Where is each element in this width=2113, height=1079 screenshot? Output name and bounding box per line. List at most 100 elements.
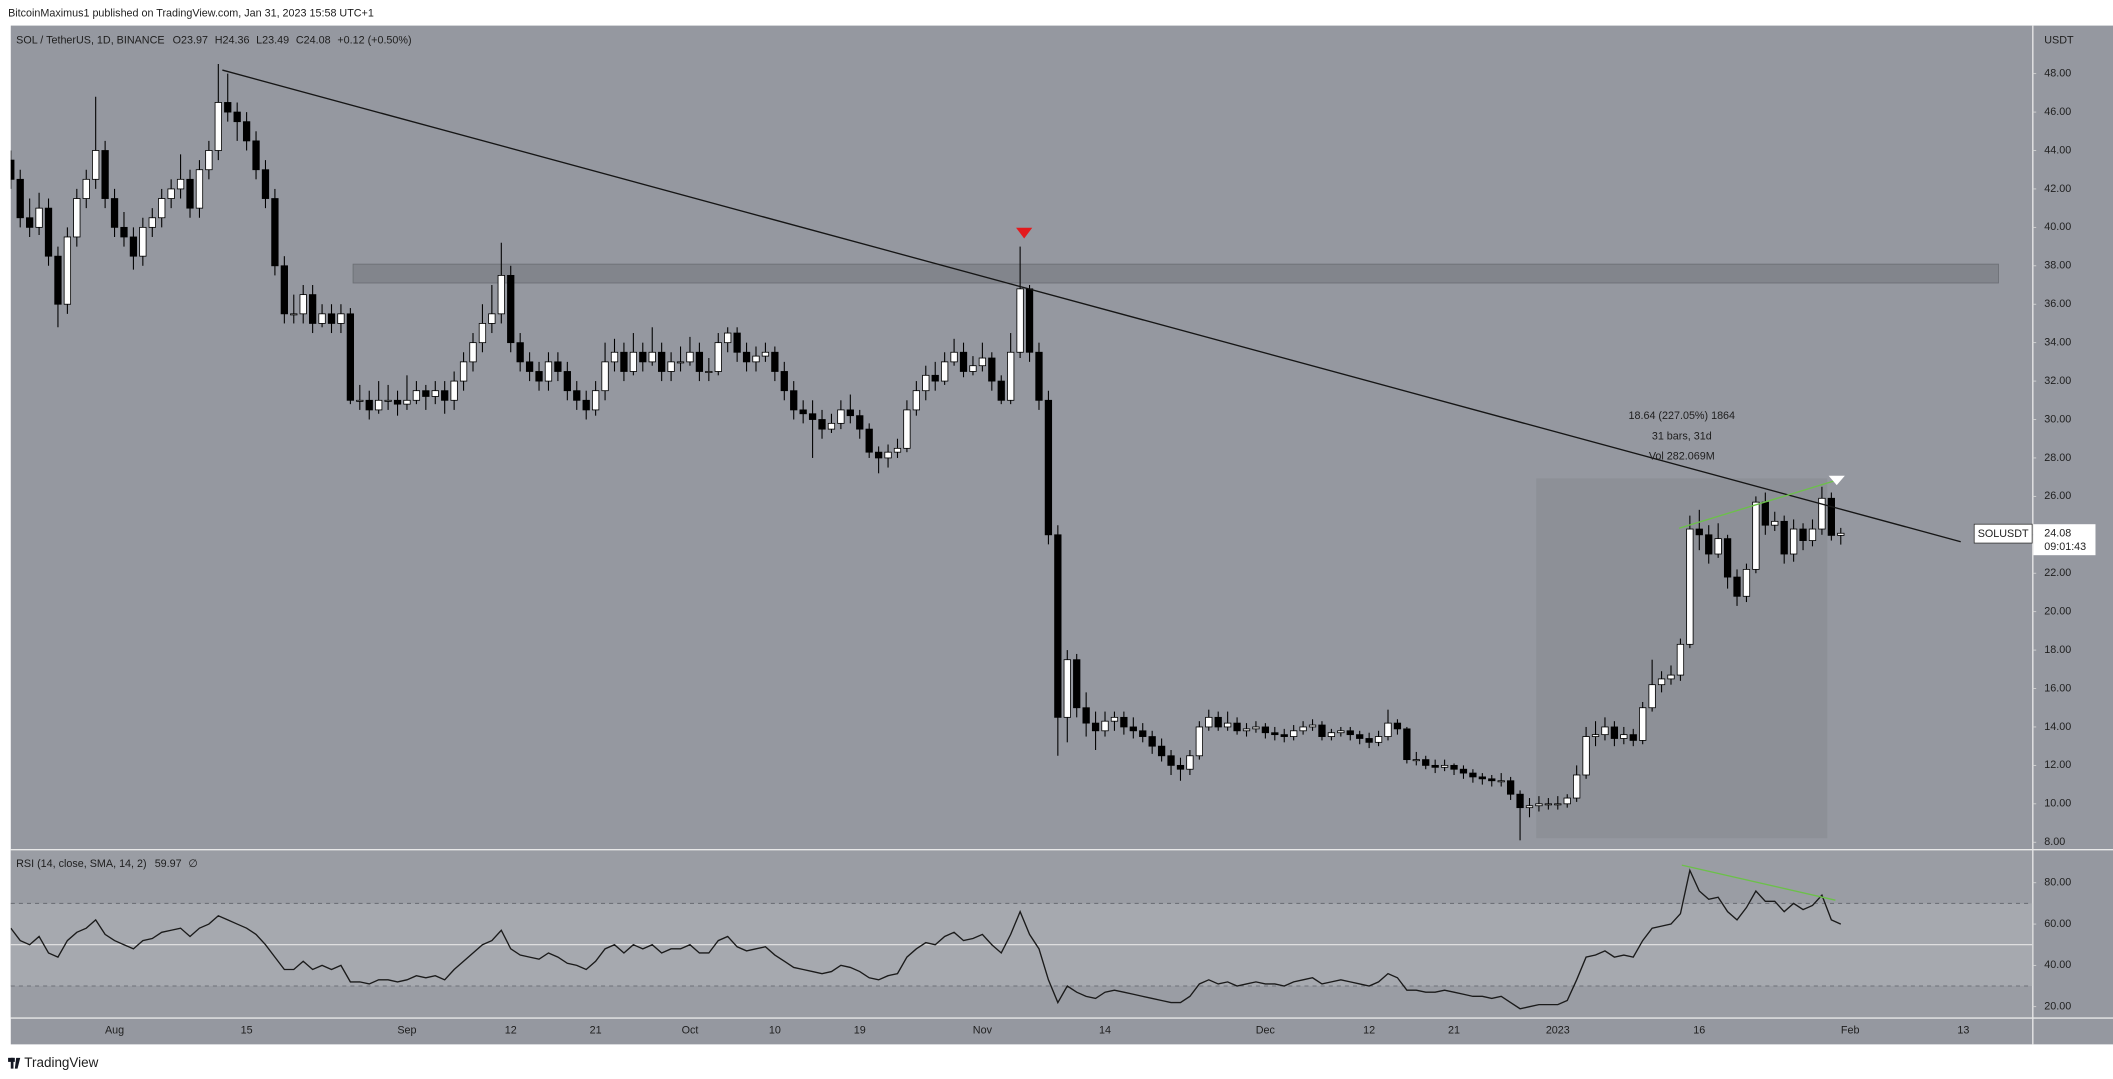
measure-text: Vol 282.069M: [1649, 451, 1715, 463]
candle-body: [186, 178, 194, 209]
candle-body: [724, 332, 732, 344]
white-arrow: [1828, 475, 1845, 486]
ticker-box: [1973, 523, 2033, 544]
candle-body: [92, 150, 100, 180]
candle-body: [1280, 734, 1288, 737]
candle-body: [1299, 726, 1307, 732]
candle-body: [535, 371, 543, 382]
candle-body: [950, 351, 958, 363]
candle-body: [1440, 764, 1449, 768]
candle-body: [422, 390, 430, 397]
candle-body: [1186, 755, 1194, 770]
y-tick-label: 20.00: [2044, 1001, 2071, 1013]
candle-body: [1431, 764, 1439, 768]
candle-body: [1290, 730, 1298, 737]
candle-body: [1488, 778, 1496, 782]
candle-body: [1261, 726, 1270, 734]
candle-body: [705, 371, 713, 373]
candle-body: [1063, 659, 1071, 718]
candle-body: [214, 102, 222, 151]
candle-body: [1705, 534, 1713, 555]
x-tick-label: 14: [1099, 1025, 1111, 1037]
y-tick-label: 22.00: [2044, 567, 2071, 579]
candle-body: [1742, 568, 1751, 597]
x-tick-label: Nov: [973, 1025, 993, 1037]
candle-body: [695, 351, 704, 372]
candle-body: [988, 357, 996, 382]
candle-body: [667, 361, 675, 372]
y-tick-label: 18.00: [2044, 644, 2071, 656]
x-tick-label: Dec: [1256, 1025, 1276, 1037]
candle-body: [1327, 732, 1336, 737]
y-tick-label: 80.00: [2044, 877, 2071, 889]
candle-body: [1771, 520, 1779, 526]
candle-body: [1346, 730, 1354, 736]
trend-line: [222, 69, 1961, 543]
y-tick-label: 14.00: [2044, 721, 2071, 733]
candle-body: [337, 313, 345, 324]
high-value: 24.36: [222, 34, 249, 46]
candle-body: [582, 399, 590, 411]
x-tick-label: 19: [854, 1025, 866, 1037]
logo-mark: [10, 1057, 14, 1069]
candle-body: [516, 342, 524, 363]
close-value: 24.08: [304, 34, 331, 46]
rsi-title: RSI (14, close, SMA, 14, 2): [16, 858, 146, 870]
candle-body: [790, 390, 798, 411]
candle-body: [771, 351, 779, 372]
candle-body: [827, 422, 836, 430]
candle-body: [931, 374, 939, 382]
x-tick-label: Aug: [105, 1025, 124, 1037]
candle-body: [1478, 776, 1486, 780]
candle-body: [544, 361, 553, 382]
candle-body: [110, 198, 119, 228]
rsi-na: ∅: [188, 858, 197, 870]
candle-body: [1139, 730, 1147, 737]
candle-body: [969, 365, 977, 372]
candle-body: [384, 399, 392, 402]
ohlc-letter: O: [173, 34, 181, 46]
candle-body: [44, 207, 53, 257]
candle-body: [1120, 716, 1128, 728]
candle-body: [469, 342, 477, 363]
candle-body: [205, 150, 213, 171]
candle-body: [290, 313, 298, 316]
y-tick-label: 34.00: [2044, 336, 2071, 348]
candle-body: [808, 413, 817, 420]
candle-body: [441, 390, 449, 401]
tradingview-logo: [8, 1057, 21, 1069]
candle-body: [1761, 501, 1769, 526]
candle-body: [309, 294, 317, 324]
candle-body: [346, 313, 355, 401]
legend: SOL / TetherUS, 1D, BINANCE O23.97 H24.36 L…: [16, 34, 411, 46]
y-tick-label: 40.00: [2044, 959, 2071, 971]
candle-body: [1497, 780, 1505, 783]
candle-body: [101, 150, 109, 199]
candle-body: [856, 415, 864, 430]
candle-body: [412, 390, 421, 401]
candle-body: [1676, 643, 1685, 676]
x-tick-label: 16: [1693, 1025, 1705, 1037]
candle-body: [403, 399, 411, 405]
y-tick-label: 40.00: [2044, 221, 2071, 233]
candle-body: [120, 226, 128, 238]
x-tick-label: Sep: [397, 1025, 416, 1037]
candle-body: [1752, 501, 1760, 570]
candle-body: [1573, 774, 1581, 799]
candle-body: [1016, 288, 1024, 353]
rsi-layer: [10, 868, 1842, 1010]
candle-body: [780, 371, 788, 392]
ohlc-letter: H: [215, 34, 223, 46]
candle-body: [148, 217, 156, 228]
candle-body: [1224, 722, 1232, 728]
candle-body: [129, 236, 138, 257]
y-tick-label: 20.00: [2044, 606, 2071, 618]
candle-body: [1450, 764, 1458, 770]
candle-body: [233, 111, 241, 123]
candle-body: [1035, 351, 1043, 401]
open-value: 23.97: [181, 34, 208, 46]
candle-body: [10, 159, 15, 180]
candle-body: [497, 274, 505, 315]
